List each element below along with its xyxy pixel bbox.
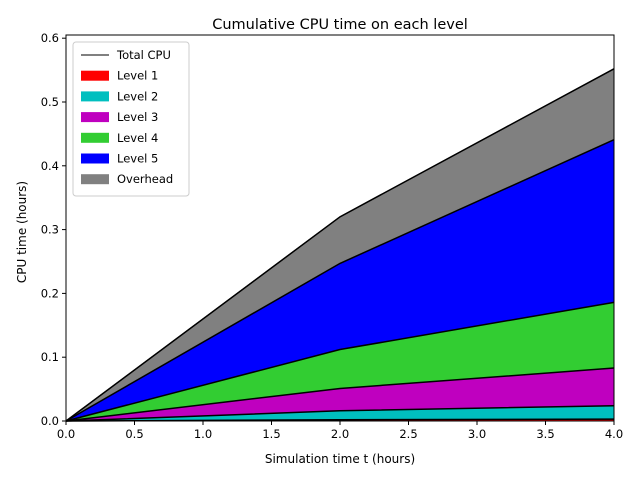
- legend-swatch-level-1: [81, 70, 109, 81]
- line-total-cpu: [65, 68, 615, 422]
- x-tick-label: 2.5: [399, 427, 417, 441]
- x-tick-label: 3.5: [536, 427, 554, 441]
- y-tick-label: 0.3: [41, 223, 59, 237]
- boundary-line-level-2: [65, 404, 615, 422]
- y-tick-label: 0.4: [41, 159, 59, 173]
- x-axis-label: Simulation time t (hours): [265, 452, 415, 466]
- area-overhead: [66, 68, 614, 421]
- y-axis-label: CPU time (hours): [15, 181, 29, 283]
- legend-swatch-level-3: [81, 112, 109, 123]
- legend-label-level-5: Level 5: [117, 152, 158, 166]
- legend-swatch-level-5: [81, 153, 109, 164]
- y-tick-label: 0.5: [41, 95, 59, 109]
- legend: Total CPU Level 1 Level 2 Level 3 Level 4 Lev…: [72, 41, 190, 197]
- area-level-5: [66, 139, 614, 421]
- y-tick-label: 0.2: [41, 286, 59, 300]
- y-tick-label: 0.1: [41, 350, 59, 364]
- chart-title: Cumulative CPU time on each level: [212, 17, 468, 33]
- area-level-2: [66, 405, 614, 421]
- boundary-line-level-5: [65, 138, 615, 422]
- x-tick-label: 1.5: [262, 427, 280, 441]
- legend-label-level-3: Level 3: [117, 110, 158, 124]
- legend-swatch-level-2: [81, 91, 109, 102]
- areas-layer: [66, 68, 614, 421]
- area-level-4: [66, 302, 614, 421]
- boundary-line-level-3: [65, 367, 615, 422]
- x-tick-label: 2.0: [331, 427, 349, 441]
- legend-label-level-1: Level 1: [117, 69, 158, 83]
- x-tick-label: 0.0: [57, 427, 75, 441]
- legend-label-overhead: Overhead: [117, 172, 173, 186]
- axes-layer: 0.0 0.5 1.0 1.5 2.0 2.5 3.0 3.5 4.0 0.0 0.1 0.2 0.3 0…: [41, 31, 623, 441]
- legend-swatch-level-4: [81, 132, 109, 143]
- x-tick-label: 3.0: [468, 427, 486, 441]
- boundary-line-level-4: [65, 301, 615, 422]
- x-tick-label: 1.0: [194, 427, 212, 441]
- legend-label-level-4: Level 4: [117, 131, 158, 145]
- y-tick-label: 0.6: [41, 31, 59, 45]
- legend-label-level-2: Level 2: [117, 89, 158, 103]
- legend-label-total-cpu: Total CPU: [116, 48, 171, 62]
- x-tick-label: 4.0: [605, 427, 623, 441]
- x-tick-label: 0.5: [125, 427, 143, 441]
- y-tick-label: 0.0: [41, 414, 59, 428]
- legend-swatch-overhead: [81, 174, 109, 185]
